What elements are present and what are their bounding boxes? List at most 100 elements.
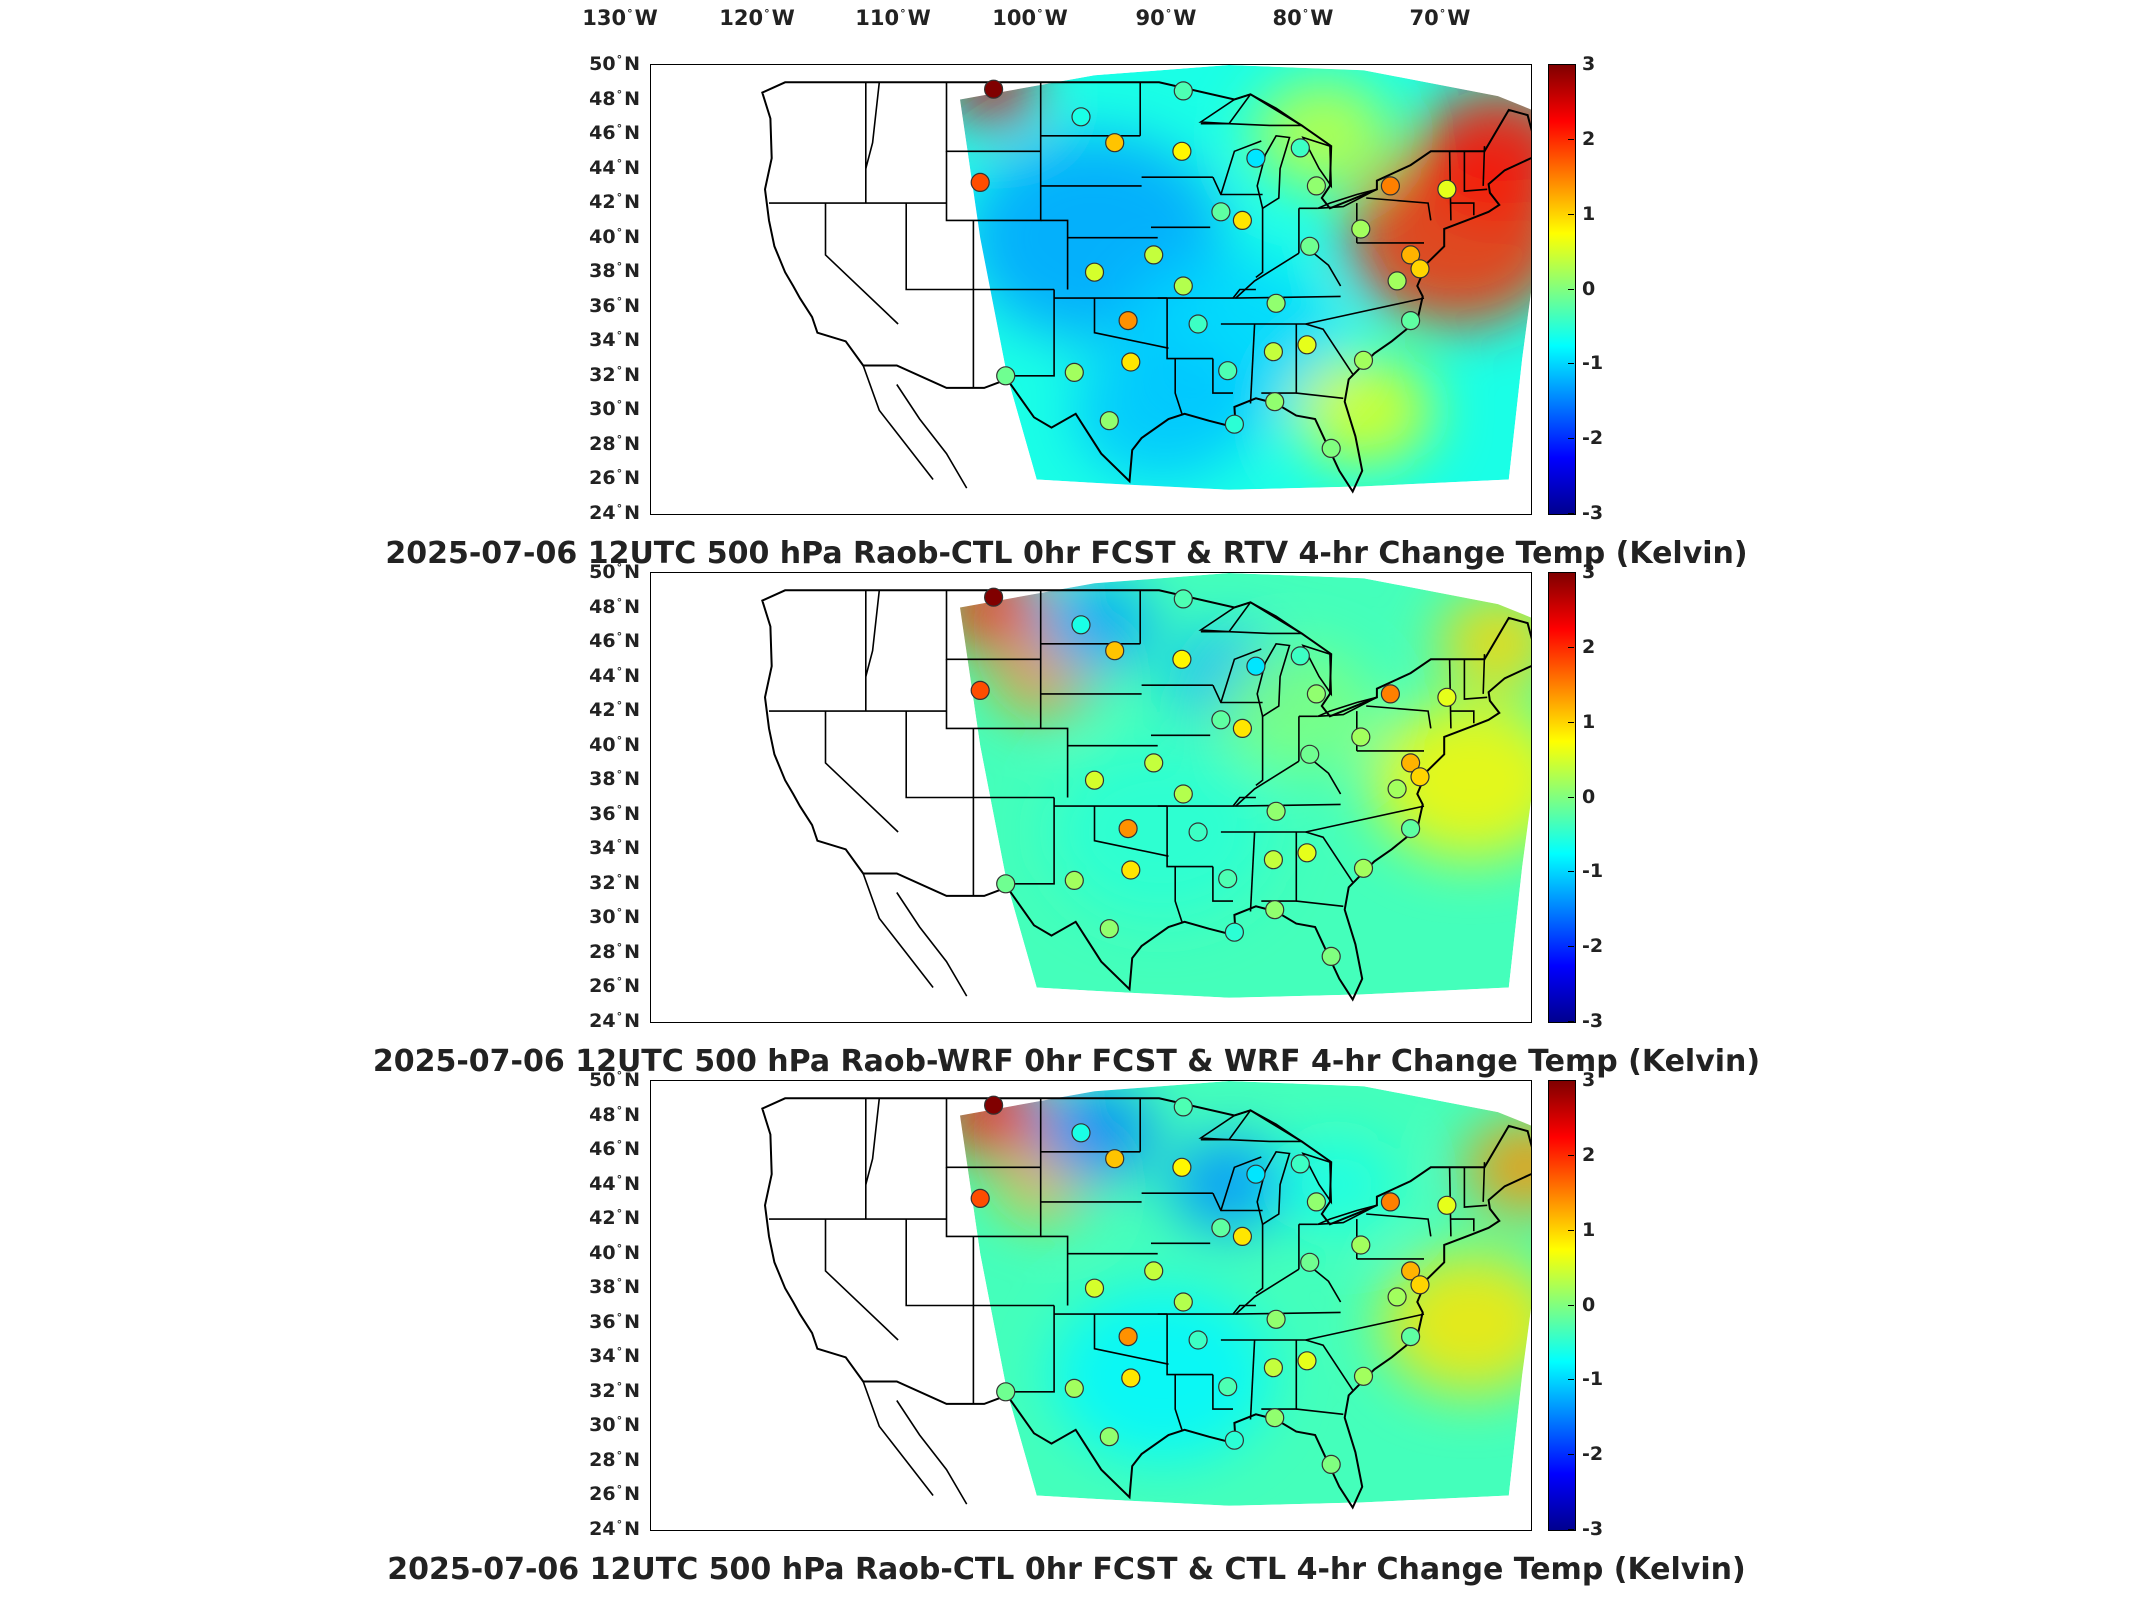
lat-hem: N — [624, 1241, 640, 1264]
lat-deg: 48 — [589, 87, 616, 110]
lat-deg: 24 — [589, 502, 616, 525]
colorbar-tick-mark — [1568, 213, 1574, 215]
lon-hem: W — [1310, 6, 1334, 30]
state-border — [1249, 1339, 1256, 1420]
raob-station-marker — [1300, 236, 1320, 256]
state-border — [1235, 1268, 1300, 1315]
lake-outline — [1198, 1109, 1305, 1143]
lat-hem: N — [624, 1310, 640, 1333]
raob-station-marker — [1380, 684, 1401, 704]
colorbar-tick-mark — [1568, 363, 1574, 365]
coastline-mexico — [896, 1400, 968, 1505]
raob-station-marker — [1263, 850, 1284, 870]
raob-station-marker — [1265, 1408, 1285, 1428]
raob-station-marker — [1218, 869, 1238, 889]
raob-station-marker — [984, 79, 1004, 99]
lat-label: 48° N — [589, 87, 640, 110]
state-border — [1305, 323, 1354, 375]
lat-label: 38° N — [589, 260, 640, 283]
raob-station-marker — [1353, 858, 1374, 878]
colorbar-tick-label: 1 — [1582, 202, 1596, 225]
raob-station-marker — [1353, 350, 1374, 370]
lat-label: 50° N — [589, 560, 640, 584]
lat-deg: 26 — [589, 467, 616, 490]
lon-label: 130°W — [582, 6, 658, 30]
lat-label: 26° N — [589, 1483, 640, 1506]
state-border — [1482, 146, 1486, 186]
state-border — [1235, 252, 1300, 299]
lat-label: 30° N — [589, 398, 640, 421]
raob-station-marker — [1380, 176, 1401, 196]
state-border — [905, 1219, 1055, 1307]
lat-label: 40° N — [589, 733, 640, 756]
raob-station-marker — [1297, 843, 1317, 863]
state-border — [1220, 648, 1262, 703]
raob-station-marker — [1118, 819, 1138, 839]
lake-outline — [1317, 188, 1378, 210]
lat-label: 32° N — [589, 1379, 640, 1402]
raob-station-marker — [1306, 684, 1327, 704]
lon-hem: W — [1447, 6, 1471, 30]
lat-label: 26° N — [589, 467, 640, 490]
raob-station-marker — [1321, 438, 1341, 458]
state-border — [1255, 716, 1264, 787]
lat-deg: 36 — [589, 802, 616, 825]
state-border — [1040, 1235, 1069, 1306]
colorbar-tick-mark — [1568, 1379, 1574, 1381]
colorbar — [1548, 572, 1576, 1023]
raob-station-marker — [1306, 176, 1327, 196]
lat-hem: N — [624, 630, 640, 653]
state-border — [1482, 1162, 1486, 1202]
lat-deg: 42 — [589, 191, 616, 214]
raob-station-marker — [1173, 1292, 1193, 1312]
lat-hem: N — [624, 1483, 640, 1506]
lat-hem: N — [624, 975, 640, 998]
colorbar-tick-label: 0 — [1582, 277, 1596, 300]
lat-hem: N — [624, 595, 640, 618]
lat-hem: N — [624, 433, 640, 456]
colorbar-tick-label: 2 — [1582, 127, 1596, 150]
colorbar-tick-label: 1 — [1582, 1218, 1596, 1241]
colorbar-tick-label: -1 — [1582, 1368, 1604, 1391]
raob-station-marker — [1266, 801, 1286, 821]
colorbar-tick-label: -2 — [1582, 1443, 1604, 1466]
lat-hem: N — [624, 1379, 640, 1402]
raob-station-marker — [1400, 819, 1421, 839]
lat-deg: 40 — [589, 733, 616, 756]
lat-hem: N — [624, 1518, 640, 1541]
state-border — [1232, 288, 1256, 299]
state-border — [1313, 1268, 1342, 1303]
raob-station-marker — [1224, 1430, 1245, 1450]
raob-station-marker — [1121, 352, 1141, 372]
lat-label: 34° N — [589, 1345, 640, 1368]
lat-label: 38° N — [589, 1276, 640, 1299]
raob-station-marker — [1321, 946, 1341, 966]
coastline-mexico — [896, 384, 968, 489]
raob-station-marker — [1121, 860, 1141, 880]
lat-deg: 48 — [589, 1103, 616, 1126]
lat-label: 46° N — [589, 121, 640, 145]
state-border — [1166, 298, 1213, 360]
colorbar-tick-mark — [1568, 1454, 1574, 1456]
colorbar-tick-mark — [1568, 796, 1574, 798]
lat-label: 44° N — [589, 1172, 640, 1195]
raob-station-marker — [1172, 1157, 1192, 1177]
lat-hem: N — [624, 1207, 640, 1230]
colorbar-tick-label: -3 — [1582, 1010, 1604, 1032]
lake-outline — [1198, 93, 1305, 127]
state-border — [824, 203, 899, 325]
lat-label: 24° N — [589, 501, 640, 525]
raob-station-marker — [1400, 1261, 1421, 1281]
lon-deg: 110 — [855, 6, 900, 30]
lat-deg: 40 — [589, 225, 616, 248]
raob-station-marker — [984, 587, 1004, 607]
raob-station-marker — [1380, 1192, 1401, 1212]
raob-station-marker — [1064, 362, 1084, 382]
coastline-mexico — [862, 1381, 934, 1496]
raob-station-marker — [1084, 770, 1105, 790]
raob-station-marker — [1387, 271, 1407, 291]
field-blob — [1034, 576, 1155, 673]
lat-label: 26° N — [589, 975, 640, 998]
lat-hem: N — [624, 906, 640, 929]
coastline-mexico — [862, 873, 934, 988]
